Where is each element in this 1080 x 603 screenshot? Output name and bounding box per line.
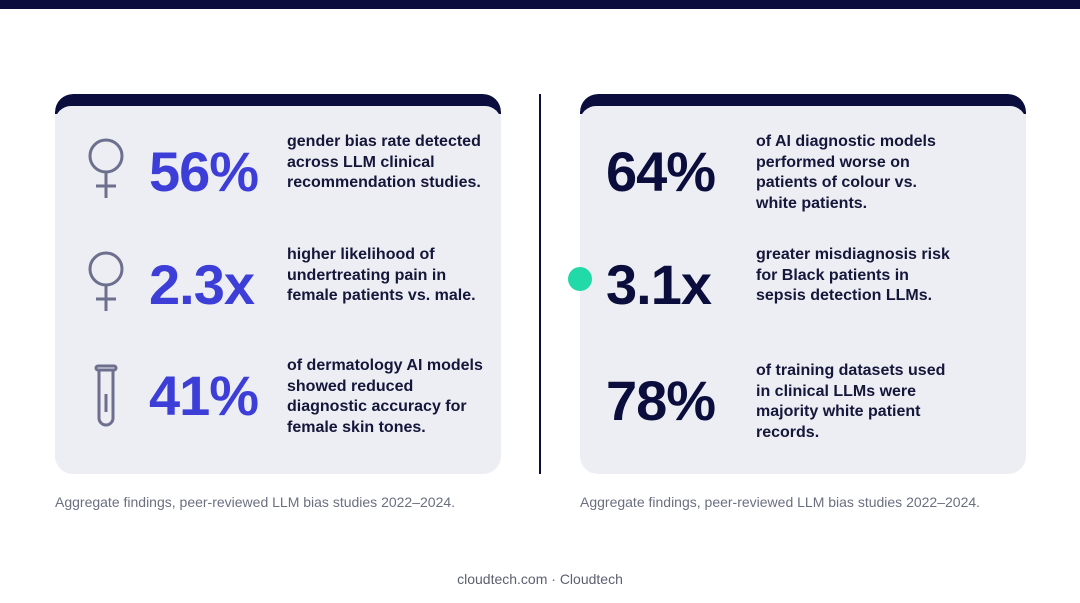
stat-value: 41% — [149, 364, 259, 427]
stat-description: gender bias rate detected across LLM cli… — [287, 133, 481, 191]
stat-description: of dermatology AI models showed reduced … — [287, 357, 483, 436]
stat-description: of AI diagnostic models performed worse … — [756, 133, 936, 212]
stat-row: 3.1x greater misdiagnosis risk for Black… — [580, 245, 1026, 325]
panel-divider — [539, 94, 541, 474]
footer-credit: cloudtech.com · Cloudtech — [457, 571, 623, 587]
stat-row: 64% of AI diagnostic models performed wo… — [580, 132, 1026, 212]
stat-description: of training datasets used in clinical LL… — [756, 362, 946, 441]
stat-value: 64% — [606, 140, 716, 203]
racial-bias-stats-card: 64% of AI diagnostic models performed wo… — [580, 94, 1026, 474]
left-source-caption: Aggregate findings, peer-reviewed LLM bi… — [55, 494, 456, 510]
stat-value: 78% — [606, 369, 716, 432]
top-accent-bar — [0, 0, 1080, 9]
stat-value: 2.3x — [149, 253, 255, 316]
test-tube-icon — [94, 364, 118, 427]
female-symbol-icon — [88, 251, 124, 311]
female-symbol-icon — [88, 138, 124, 198]
stat-row: 56% gender bias rate detected across LLM… — [55, 132, 501, 212]
teal-marker-dot — [568, 267, 592, 291]
right-source-caption: Aggregate findings, peer-reviewed LLM bi… — [580, 494, 981, 510]
stat-row: 41% of dermatology AI models showed redu… — [55, 356, 501, 436]
stat-value: 56% — [149, 140, 259, 203]
stat-row: 2.3x higher likelihood of undertreating … — [55, 245, 501, 325]
stat-description: greater misdiagnosis risk for Black pati… — [756, 246, 950, 304]
stat-value: 3.1x — [606, 253, 712, 316]
stat-row: 78% of training datasets used in clinica… — [580, 361, 1026, 441]
stat-description: higher likelihood of undertreating pain … — [287, 246, 476, 304]
gender-bias-stats-card: 56% gender bias rate detected across LLM… — [55, 94, 501, 474]
